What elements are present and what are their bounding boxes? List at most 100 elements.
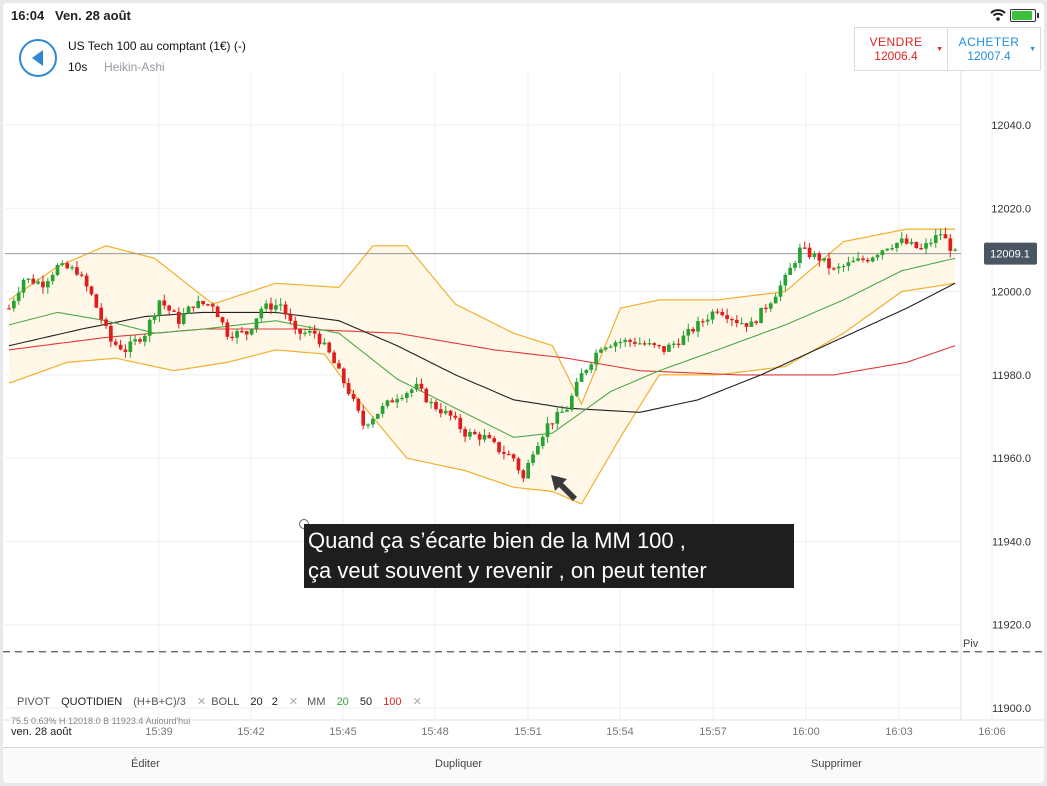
- candle-body: [633, 341, 637, 344]
- candle: [89, 285, 94, 296]
- candle-body: [924, 243, 928, 249]
- sell-button[interactable]: VENDRE 12006.4 ▼: [855, 28, 948, 70]
- candle: [948, 234, 953, 258]
- candle-body: [754, 321, 759, 324]
- candle: [657, 344, 662, 349]
- remove-pivot-icon[interactable]: ✕: [196, 696, 207, 708]
- candle: [734, 315, 739, 328]
- candle: [128, 335, 133, 358]
- candle: [919, 243, 924, 250]
- candle: [113, 338, 118, 347]
- annotation-caption[interactable]: Quand ça s’écarte bien de la MM 100 , ça…: [304, 524, 794, 588]
- candle: [79, 271, 84, 278]
- pivot-indicator-label[interactable]: PIVOT: [17, 696, 51, 708]
- candle: [700, 318, 705, 327]
- candle-body: [730, 319, 734, 321]
- candle-body: [123, 349, 128, 352]
- candle-body: [710, 311, 715, 320]
- candle: [147, 318, 152, 343]
- candle-body: [172, 310, 176, 312]
- remove-boll-icon[interactable]: ✕: [288, 696, 299, 708]
- candle-body: [264, 303, 269, 309]
- delete-button[interactable]: Supprimer: [811, 758, 862, 770]
- candle-body: [55, 265, 60, 275]
- candle-body: [807, 247, 812, 258]
- edit-button[interactable]: Éditer: [131, 758, 160, 770]
- duplicate-button[interactable]: Dupliquer: [435, 758, 483, 770]
- interval-selector[interactable]: 10s: [68, 60, 88, 74]
- back-button[interactable]: [19, 39, 57, 77]
- candle: [550, 423, 555, 430]
- candle-body: [385, 400, 390, 406]
- candle: [851, 256, 856, 263]
- boll-indicator-label[interactable]: BOLL: [211, 696, 240, 708]
- candle-body: [210, 304, 215, 307]
- candle: [569, 393, 574, 412]
- candle-body: [371, 418, 375, 425]
- candle-body: [560, 411, 564, 413]
- candle-body: [176, 311, 181, 324]
- candle: [807, 243, 812, 260]
- candle: [356, 397, 361, 413]
- candle-body: [249, 328, 254, 335]
- candle-body: [366, 424, 370, 426]
- candle-body: [667, 344, 671, 352]
- candle: [487, 432, 492, 439]
- instrument-title[interactable]: US Tech 100 au comptant (1€) (-): [68, 39, 246, 53]
- mm100-period: 100: [383, 696, 402, 708]
- candle-body: [157, 300, 162, 316]
- back-arrow-icon: [32, 50, 43, 66]
- wifi-icon: [990, 9, 1006, 21]
- candle: [65, 260, 70, 270]
- candle-body: [196, 301, 201, 308]
- candle-body: [768, 303, 773, 309]
- candle-body: [99, 307, 104, 320]
- candle: [186, 305, 191, 314]
- price-chart[interactable]: Piv 12040.0 12020.0 12000.0 11980.0 11960.0 11…: [3, 3, 1044, 747]
- remove-mm-icon[interactable]: ✕: [412, 696, 422, 708]
- candle-body: [288, 314, 293, 321]
- candle: [123, 344, 128, 358]
- time-tick-label: 15:57: [699, 726, 727, 738]
- mm50-period: 50: [359, 696, 373, 708]
- candle-body: [65, 263, 70, 269]
- price-tick-label: 12040.0: [991, 120, 1031, 132]
- candle: [94, 293, 99, 308]
- candle-body: [647, 343, 652, 345]
- candle-body: [215, 306, 220, 318]
- candle-body: [60, 263, 65, 266]
- time-tick-label: 16:03: [885, 726, 913, 738]
- candle-body: [516, 458, 521, 471]
- chart-type-selector[interactable]: Heikin-Ashi: [104, 60, 165, 74]
- candle-body: [545, 423, 550, 437]
- candle: [822, 258, 826, 263]
- indicator-legend: PIVOT QUOTIDIEN (H+B+C)/3 ✕ BOLL 20 2 ✕ …: [3, 695, 963, 715]
- candle: [419, 378, 424, 392]
- candle-body: [914, 242, 919, 249]
- candle: [307, 325, 312, 337]
- buy-button[interactable]: ACHETER 12007.4 ▼: [948, 28, 1040, 70]
- candle-body: [798, 247, 802, 264]
- candle: [637, 337, 642, 345]
- candle: [929, 238, 933, 247]
- candle-body: [448, 410, 453, 416]
- candle: [642, 340, 647, 346]
- mm20-line: [8, 257, 956, 438]
- time-axis: 15:39 15:42 15:45 15:48 15:51 15:54 15:57 16:00…: [145, 726, 1006, 738]
- candle-body: [734, 319, 739, 324]
- boll-period: 20: [250, 696, 263, 708]
- candle: [594, 349, 598, 371]
- candle: [633, 337, 637, 347]
- candle: [914, 241, 919, 249]
- candle: [31, 274, 36, 285]
- candle-body: [152, 315, 157, 320]
- time-tick-label: 15:51: [514, 726, 542, 738]
- candle: [346, 378, 351, 396]
- candle-body: [764, 307, 768, 310]
- mm-indicator-label[interactable]: MM: [307, 696, 326, 708]
- candle: [890, 244, 894, 251]
- candle-body: [623, 339, 628, 342]
- candle: [516, 456, 521, 474]
- candle-body: [424, 388, 429, 403]
- price-tick-label: 11960.0: [992, 453, 1031, 465]
